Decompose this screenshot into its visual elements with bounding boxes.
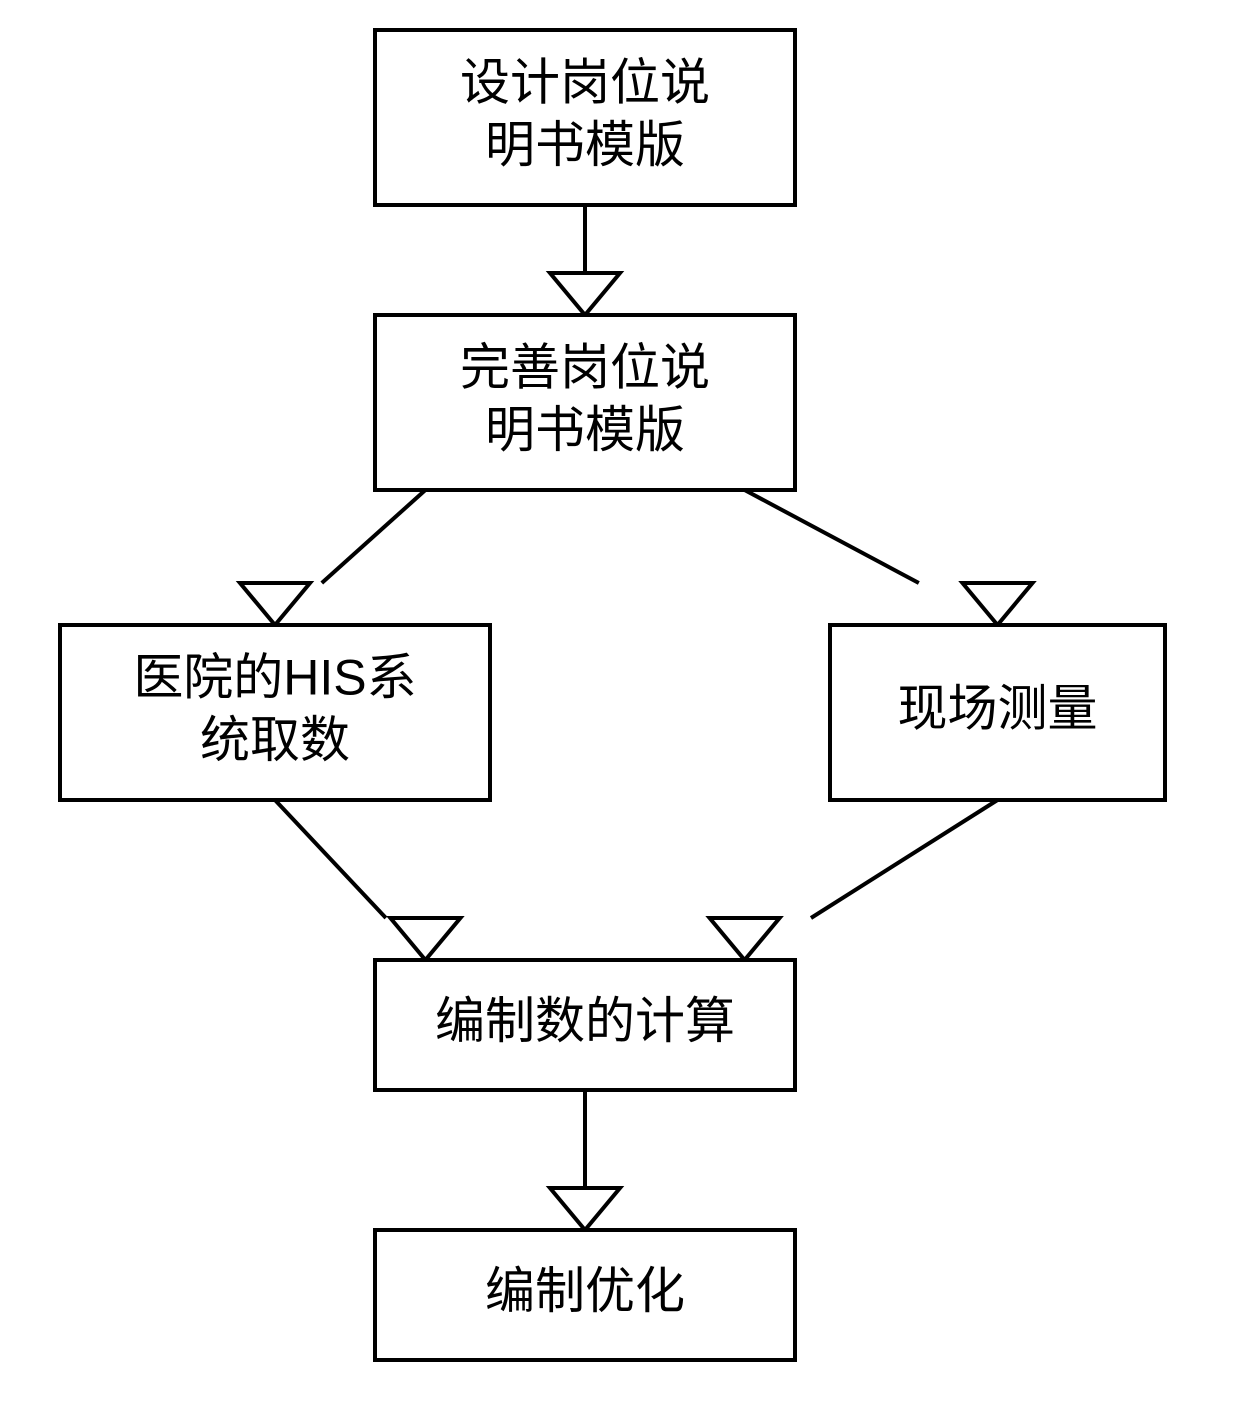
flowchart-node-label: 现场测量 [898,681,1098,737]
flowchart-node-label: 明书模版 [485,117,685,173]
edge-line [322,490,426,583]
edge-arrowhead [240,583,310,625]
flowchart-node-label: 医院的HIS系 [133,649,416,705]
flowchart-node-label: 编制数的计算 [435,993,735,1049]
edge-line [811,800,998,918]
flowchart-diagram: 设计岗位说明书模版完善岗位说明书模版医院的HIS系统取数现场测量编制数的计算编制… [0,0,1240,1407]
edge-arrowhead [963,583,1033,625]
edge-arrowhead [710,918,780,960]
edge-line [275,800,386,918]
edge-line [745,490,919,583]
edge-arrowhead [550,273,620,315]
flowchart-node-label: 设计岗位说 [460,54,710,110]
flowchart-node-label: 统取数 [200,712,350,768]
flowchart-node-label: 完善岗位说 [460,339,710,395]
flowchart-node-label: 明书模版 [485,402,685,458]
flowchart-node-label: 编制优化 [485,1263,685,1319]
edge-arrowhead [390,918,460,960]
edge-arrowhead [550,1188,620,1230]
